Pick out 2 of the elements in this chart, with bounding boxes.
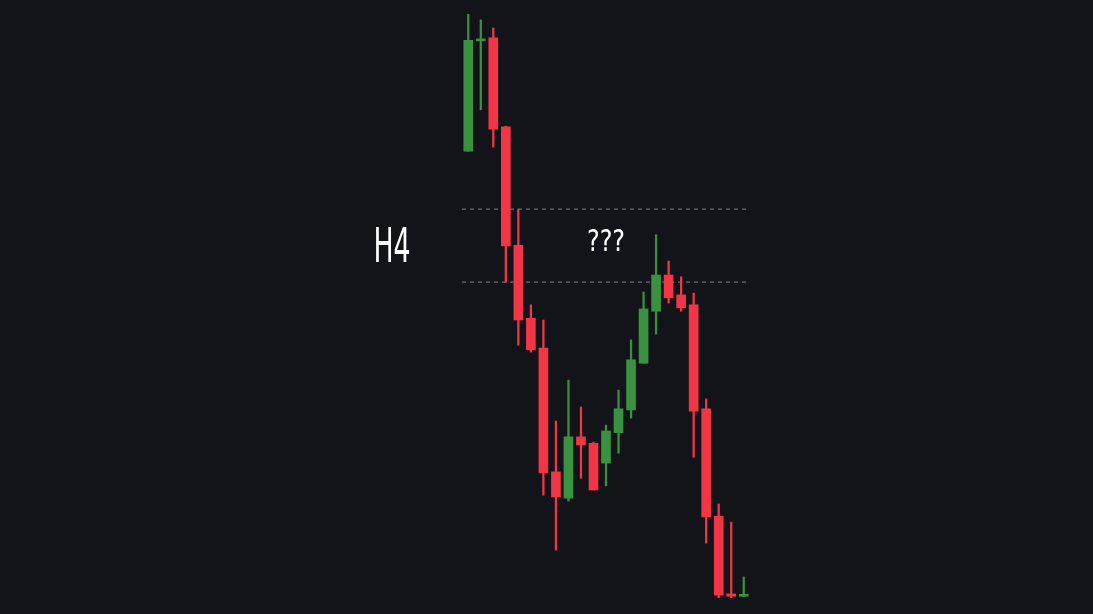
text: H4 xyxy=(373,217,411,273)
annotation: ??? xyxy=(586,223,626,258)
